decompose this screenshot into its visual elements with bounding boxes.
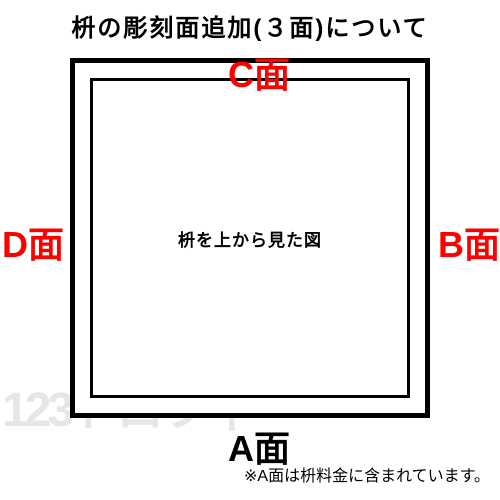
side-label-b: B面 [438,216,500,268]
side-label-d: D面 [2,216,64,268]
inner-box: 枡を上から見た図 [90,78,410,398]
diagram-stage: 枡を上から見た図 [70,58,430,418]
watermark-digits: 123 [2,384,70,437]
side-label-c: C面 [228,46,290,98]
page-title: 枡の彫刻面追加(３面)について [0,8,500,43]
footnote: ※A面は枡料金に含まれています。 [244,462,490,486]
inner-box-label: 枡を上から見た図 [178,226,322,251]
